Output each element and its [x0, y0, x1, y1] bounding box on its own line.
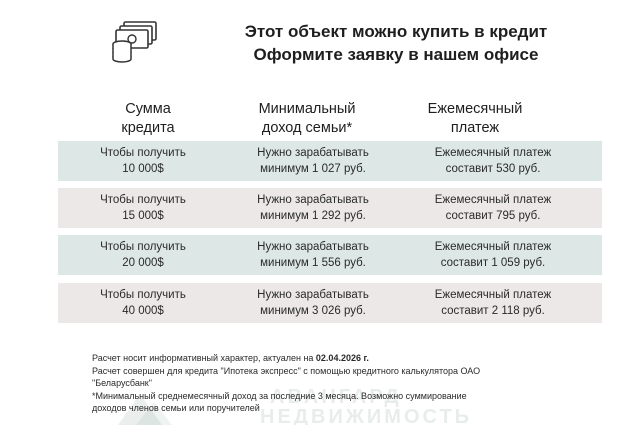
payment-label: Ежемесячный платеж — [434, 147, 552, 159]
payment-label: Ежемесячный платеж — [434, 241, 552, 253]
amount-value: 20 000$ — [122, 257, 164, 269]
table-row: Чтобы получить 20 000$ Нужно зарабатыват… — [58, 235, 602, 275]
income-cell: Нужно зарабатывать минимум 1 556 руб. — [218, 239, 408, 271]
payment-value: составит 530 руб. — [445, 163, 541, 175]
amount-value: 15 000$ — [122, 210, 164, 222]
payment-value: составит 1 059 руб. — [440, 257, 546, 269]
footer-line-2: Расчет совершен для кредита "Ипотека экс… — [92, 365, 481, 376]
payment-value: составит 795 руб. — [445, 210, 541, 222]
amount-label: Чтобы получить — [100, 289, 186, 301]
income-cell: Нужно зарабатывать минимум 1 027 руб. — [218, 145, 408, 177]
money-stack-icon — [112, 21, 157, 63]
amount-label: Чтобы получить — [100, 194, 186, 206]
income-value: минимум 1 292 руб. — [260, 210, 366, 222]
income-value: минимум 1 556 руб. — [260, 257, 366, 269]
amount-cell: Чтобы получить 15 000$ — [58, 192, 228, 224]
amount-cell: Чтобы получить 40 000$ — [58, 287, 228, 319]
payment-label: Ежемесячный платеж — [434, 289, 552, 301]
income-value: минимум 3 026 руб. — [260, 305, 366, 317]
amount-cell: Чтобы получить 20 000$ — [58, 239, 228, 271]
income-label: Нужно зарабатывать — [257, 194, 369, 206]
title-line-2: Оформите заявку в нашем офисе — [253, 45, 539, 64]
payment-cell: Ежемесячный платеж составит 530 руб. — [398, 145, 588, 177]
column-header-payment: Ежемесячный платеж — [427, 101, 523, 136]
column-header-amount: Сумма кредита — [121, 101, 175, 136]
amount-value: 40 000$ — [122, 305, 164, 317]
income-cell: Нужно зарабатывать минимум 1 292 руб. — [218, 192, 408, 224]
footer-line-1: Расчет носит информативный характер, акт… — [92, 352, 562, 365]
footer-line-3: "Беларусбанк" — [92, 378, 152, 388]
income-label: Нужно зарабатывать — [257, 147, 369, 159]
payment-label: Ежемесячный платеж — [434, 194, 552, 206]
header: Этот объект можно купить в кредит Оформи… — [110, 14, 610, 74]
payment-cell: Ежемесячный платеж составит 795 руб. — [398, 192, 588, 224]
amount-value: 10 000$ — [122, 163, 164, 175]
table-row: Чтобы получить 15 000$ Нужно зарабатыват… — [58, 188, 602, 228]
footer-notes: Расчет носит информативный характер, акт… — [92, 352, 562, 415]
income-cell: Нужно зарабатывать минимум 3 026 руб. — [218, 287, 408, 319]
payment-cell: Ежемесячный платеж составит 1 059 руб. — [398, 239, 588, 271]
payment-value: составит 2 118 руб. — [441, 305, 545, 317]
amount-label: Чтобы получить — [100, 241, 186, 253]
income-value: минимум 1 027 руб. — [260, 163, 366, 175]
table-row: Чтобы получить 40 000$ Нужно зарабатыват… — [58, 283, 602, 323]
footer-line-5: доходов членов семьи или поручителей — [92, 403, 260, 413]
footer-line-1-text: Расчет носит информативный характер, акт… — [92, 353, 316, 363]
page-title: Этот объект можно купить в кредит Оформи… — [186, 20, 606, 66]
payment-cell: Ежемесячный платеж составит 2 118 руб. — [398, 287, 588, 319]
footer-line-4: *Минимальный среднемесячный доход за пос… — [92, 390, 467, 401]
footer-date: 02.04.2026 г. — [315, 353, 369, 363]
income-label: Нужно зарабатывать — [257, 241, 369, 253]
title-line-1: Этот объект можно купить в кредит — [244, 22, 548, 41]
amount-cell: Чтобы получить 10 000$ — [58, 145, 228, 177]
income-label: Нужно зарабатывать — [257, 289, 369, 301]
table-row: Чтобы получить 10 000$ Нужно зарабатыват… — [58, 141, 602, 181]
amount-label: Чтобы получить — [100, 147, 186, 159]
column-header-income: Минимальный доход семьи* — [258, 101, 356, 136]
